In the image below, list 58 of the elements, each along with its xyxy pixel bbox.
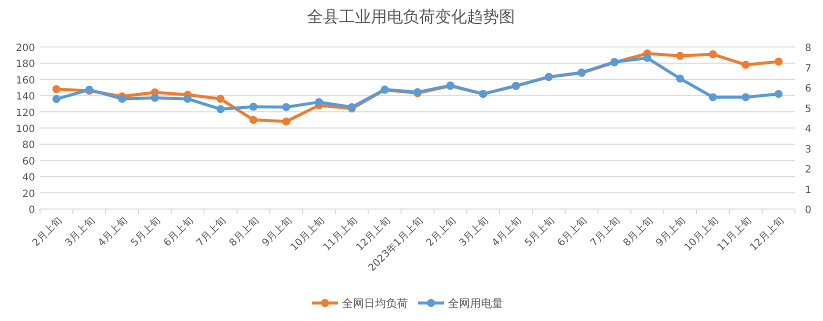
point bbox=[249, 116, 258, 124]
legend-label: 全网日均负荷 bbox=[342, 297, 408, 310]
point bbox=[282, 103, 290, 112]
y-tick-label: 100 bbox=[16, 124, 35, 135]
y2-tick-label: 5 bbox=[805, 104, 812, 115]
point bbox=[708, 93, 717, 102]
point bbox=[742, 93, 750, 102]
point bbox=[249, 102, 258, 111]
y-tick-label: 120 bbox=[16, 108, 35, 119]
x-tick-label: 8月上旬 bbox=[226, 214, 262, 249]
point bbox=[774, 90, 783, 98]
point bbox=[150, 94, 159, 102]
y2-tick-label: 4 bbox=[805, 124, 812, 135]
y2-tick-label: 0 bbox=[805, 205, 812, 216]
y-tick-label: 180 bbox=[16, 59, 35, 70]
x-tick-label: 7月上旬 bbox=[588, 214, 622, 249]
x-tick-label: 8月上旬 bbox=[620, 214, 656, 249]
y-tick-label: 60 bbox=[22, 156, 35, 168]
point bbox=[282, 118, 290, 126]
y-tick-label: 140 bbox=[16, 92, 35, 103]
point bbox=[676, 52, 684, 60]
x-tick-label: 5月上旬 bbox=[128, 214, 163, 249]
point bbox=[216, 94, 225, 103]
y2-tick-label: 3 bbox=[805, 144, 812, 156]
point bbox=[708, 50, 717, 58]
chart-title: 全县工业用电负荷变化趋势图 bbox=[307, 7, 515, 26]
y2-tick-label: 6 bbox=[805, 84, 812, 94]
point bbox=[216, 105, 225, 114]
point bbox=[52, 95, 60, 104]
x-tick-label: 4月上旬 bbox=[490, 214, 524, 249]
x-tick-label: 6月上旬 bbox=[161, 214, 196, 249]
y2-tick-label: 7 bbox=[805, 63, 812, 74]
point bbox=[184, 94, 192, 103]
legend-label: 全网用电量 bbox=[448, 297, 503, 310]
y-tick-label: 160 bbox=[16, 75, 35, 86]
x-tick-label: 3月上旬 bbox=[456, 214, 491, 249]
y-tick-label: 20 bbox=[22, 188, 35, 200]
y-tick-label: 40 bbox=[22, 172, 35, 184]
point bbox=[118, 94, 126, 103]
x-tick-label: 7月上旬 bbox=[194, 214, 228, 249]
x-tick-label: 2月上旬 bbox=[424, 214, 458, 249]
y2-tick-label: 1 bbox=[805, 184, 812, 196]
y-tick-label: 80 bbox=[22, 140, 35, 152]
x-tick-label: 3月上旬 bbox=[62, 214, 98, 249]
point bbox=[52, 85, 60, 94]
point bbox=[315, 98, 324, 106]
x-tick-label: 5月上旬 bbox=[522, 214, 557, 249]
x-tick-label: 6月上旬 bbox=[555, 214, 590, 249]
y2-tick-label: 8 bbox=[805, 43, 812, 54]
y-tick-label: 0 bbox=[28, 205, 35, 216]
y2-tick-label: 2 bbox=[805, 164, 812, 176]
x-tick-label: 4月上旬 bbox=[96, 214, 130, 249]
point bbox=[676, 74, 684, 83]
point bbox=[774, 58, 783, 66]
point bbox=[742, 60, 750, 69]
x-tick-label: 2月上旬 bbox=[30, 214, 64, 249]
y-tick-label: 200 bbox=[16, 43, 35, 54]
point bbox=[643, 54, 652, 62]
